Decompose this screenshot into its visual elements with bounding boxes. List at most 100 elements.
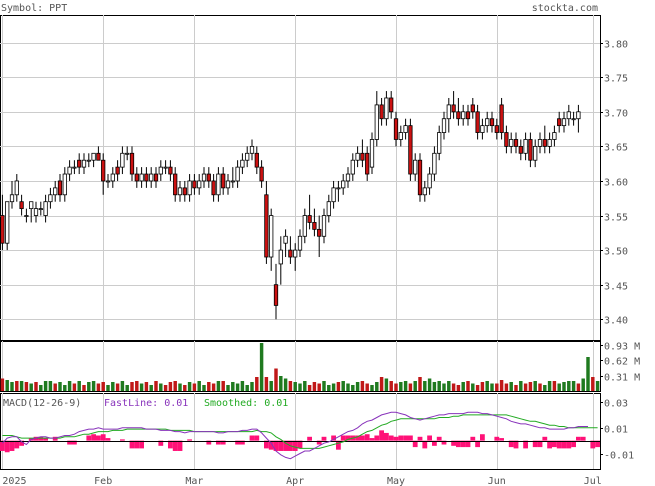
macd-histogram-bar (283, 440, 288, 451)
volume-bar (562, 382, 566, 391)
candle-up (201, 173, 207, 182)
macd-histogram-bar (105, 438, 111, 441)
candle-up (91, 152, 96, 161)
candle-up (523, 139, 528, 154)
volume-bar (346, 383, 350, 391)
candle-down (259, 166, 264, 182)
volume-bar (432, 382, 437, 391)
price-tick-label: 3.40 (604, 316, 628, 327)
volume-bar (595, 381, 600, 391)
macd-fast-line (2, 411, 588, 460)
x-axis: Jan 2025 Feb Mar Apr May Jun Jul (0, 476, 602, 486)
volume-bar (274, 368, 278, 391)
macd-smoothed-line (2, 414, 598, 449)
volume-bar (399, 382, 403, 391)
volume-bar (519, 381, 523, 391)
volume-bar (451, 383, 456, 391)
candle-down (192, 180, 197, 189)
volume-bar (183, 385, 187, 391)
macd-histogram-bar (398, 435, 404, 441)
macd-histogram-bar (408, 435, 413, 441)
macd-histogram-bar (571, 440, 576, 448)
macd-histogram-bar (316, 440, 322, 445)
volume-bar (255, 377, 259, 391)
volume-bar (24, 382, 29, 391)
volume-bar (67, 381, 72, 391)
candle-up (48, 194, 53, 203)
volume-bar (207, 382, 211, 391)
macd-histogram-bar (52, 436, 58, 441)
macd-histogram-bar (499, 438, 504, 441)
volume-bar (269, 381, 273, 391)
candle-up (576, 111, 581, 120)
macd-histogram-bar (412, 440, 418, 448)
x-tick-label: Mar (185, 476, 203, 486)
macd-histogram-bar (580, 436, 586, 441)
price-tick-label: 3.45 (604, 282, 628, 293)
macd-histogram-bar (470, 436, 476, 441)
candle-up (235, 166, 240, 182)
candle-up (230, 180, 235, 183)
volume-bar (413, 381, 417, 391)
candle-up (413, 159, 418, 175)
candle-up (336, 187, 341, 190)
volume-bar (91, 381, 96, 391)
candle-up (427, 173, 432, 189)
candle-down (518, 145, 523, 154)
volume-bar (226, 385, 230, 391)
x-tick-label: Apr (286, 476, 304, 486)
volume-bar (101, 382, 105, 391)
macd-histogram-bar (67, 440, 72, 445)
candle-down (0, 215, 5, 244)
macd-histogram-bar (206, 440, 212, 445)
volume-bar (528, 382, 533, 391)
candle-down (211, 180, 216, 196)
macd-histogram-bar (566, 440, 572, 449)
macd-histogram-bar (86, 435, 92, 441)
macd-histogram-bar (177, 440, 183, 451)
volume-bar (82, 385, 86, 391)
volume-bar (77, 381, 81, 391)
candle-up (163, 166, 168, 169)
volume-bar (557, 383, 561, 391)
volume-bar (514, 385, 518, 391)
volume-bar (466, 381, 470, 391)
candle-up (537, 139, 543, 147)
candle-up (350, 159, 355, 175)
macd-tick-label: 0.01 (604, 425, 628, 436)
volume-bar (58, 382, 62, 391)
macd-histogram-bar (273, 440, 279, 451)
macd-histogram-bar (158, 440, 164, 446)
candle-up (53, 187, 58, 196)
macd-histogram-bar (388, 435, 394, 441)
candle-up (197, 180, 202, 189)
volume-bar (533, 381, 537, 391)
volume-tick-label: 0.62 M (604, 357, 640, 368)
macd-histogram-bar (547, 440, 552, 449)
candle-down (182, 187, 187, 196)
volume-bar (543, 385, 547, 391)
candle-up (341, 180, 346, 189)
volume-bar (456, 385, 461, 391)
volume-bar (475, 385, 480, 391)
macd-histogram-bar (91, 434, 96, 441)
volume-bar (317, 383, 321, 391)
macd-histogram-bar (480, 434, 485, 441)
macd-histogram-bar (494, 436, 500, 441)
volume-bar (538, 383, 542, 391)
candle-down (115, 166, 120, 175)
volume-bar (235, 383, 240, 391)
macd-histogram-bar (134, 440, 140, 449)
macd-histogram-bar (513, 440, 519, 449)
candle-up (38, 208, 43, 211)
volume-bar (87, 382, 91, 391)
candle-down (264, 194, 269, 258)
volume-bar (259, 343, 264, 391)
volume-bar (499, 380, 504, 391)
candle-down (475, 111, 480, 133)
macd-tick-label: -0.01 (604, 451, 634, 462)
volume-bar (303, 381, 307, 391)
macd-histogram-bar (595, 440, 600, 448)
macd-histogram-bar (9, 440, 15, 451)
candle-down (134, 173, 139, 182)
